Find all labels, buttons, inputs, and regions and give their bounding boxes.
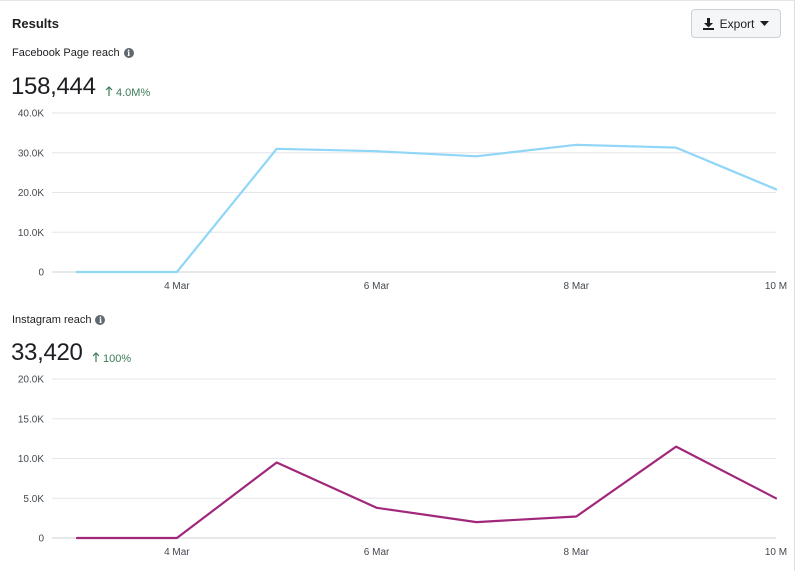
arrow-up-icon	[105, 86, 113, 99]
instagram-reach-series-line	[75, 445, 778, 540]
facebook-reach-change-value: 4.0M%	[116, 86, 151, 99]
facebook-reach-x-tick-label: 4 Mar	[164, 281, 190, 292]
facebook-reach-data-point[interactable]	[373, 147, 381, 155]
instagram-reach-data-point[interactable]	[273, 458, 281, 466]
instagram-reach-x-tick-label: 6 Mar	[364, 547, 390, 558]
facebook-reach-data-point[interactable]	[273, 145, 281, 153]
instagram-reach-data-point[interactable]	[373, 504, 381, 512]
facebook-reach-series-line	[75, 143, 778, 274]
download-icon	[702, 17, 714, 30]
instagram-reach-y-tick-label: 15.0K	[18, 414, 44, 425]
instagram-reach-change: 100%	[92, 352, 131, 365]
instagram-reach-title-text: Instagram reach	[12, 314, 92, 326]
instagram-reach-change-value: 100%	[103, 352, 132, 365]
facebook-reach-data-point[interactable]	[73, 268, 81, 276]
instagram-reach-total: 33,420	[11, 339, 83, 366]
instagram-reach-x-tick-label: 10 M	[765, 547, 787, 558]
instagram-reach-x-tick-label: 4 Mar	[164, 547, 190, 558]
facebook-reach-data-point[interactable]	[173, 268, 181, 276]
facebook-reach-total: 158,444	[11, 73, 96, 100]
facebook-reach-chart: 0 10.0K 20.0K 30.0K 40.0K 4 Mar 6 Mar 8 Mar 10 M	[18, 109, 787, 293]
results-title: Results	[12, 16, 59, 31]
export-button[interactable]: Export	[691, 9, 781, 38]
facebook-reach-title-text: Facebook Page reach	[12, 47, 120, 59]
instagram-reach-data-point[interactable]	[173, 534, 181, 542]
instagram-reach-data-point[interactable]	[772, 494, 780, 502]
instagram-reach-y-tick-label: 5.0K	[23, 494, 44, 505]
instagram-reach-data-point[interactable]	[472, 518, 480, 526]
facebook-reach-data-point[interactable]	[772, 185, 780, 193]
instagram-reach-x-tick-label: 8 Mar	[564, 547, 590, 558]
facebook-reach-y-tick-label: 0	[38, 268, 44, 279]
facebook-reach-x-tick-label: 10 M	[765, 281, 787, 292]
facebook-reach-title: Facebook Page reach i	[12, 47, 134, 59]
instagram-reach-data-point[interactable]	[73, 534, 81, 542]
instagram-reach-data-point[interactable]	[572, 513, 580, 521]
instagram-reach-data-point[interactable]	[672, 443, 680, 451]
instagram-reach-title: Instagram reach i	[12, 314, 106, 326]
caret-down-icon	[760, 20, 770, 27]
instagram-reach-y-tick-label: 20.0K	[18, 375, 44, 386]
arrow-up-icon	[92, 352, 100, 365]
facebook-reach-data-point[interactable]	[572, 141, 580, 149]
info-icon[interactable]: i	[123, 48, 134, 58]
facebook-reach-change: 4.0M%	[105, 86, 150, 99]
facebook-reach-x-tick-label: 8 Mar	[564, 281, 590, 292]
facebook-reach-y-tick-label: 40.0K	[18, 109, 44, 120]
instagram-reach-y-tick-label: 10.0K	[18, 454, 44, 465]
facebook-reach-x-tick-label: 6 Mar	[364, 281, 390, 292]
facebook-reach-y-tick-label: 20.0K	[18, 188, 44, 199]
info-icon[interactable]: i	[95, 315, 106, 325]
instagram-reach-y-tick-label: 0	[38, 534, 44, 545]
instagram-reach-chart: 0 5.0K 10.0K 15.0K 20.0K 4 Mar 6 Mar 8 Mar 10 M	[18, 375, 787, 559]
facebook-reach-y-tick-label: 30.0K	[18, 148, 44, 159]
facebook-reach-data-point[interactable]	[672, 144, 680, 152]
facebook-reach-data-point[interactable]	[472, 152, 480, 160]
facebook-reach-y-tick-label: 10.0K	[18, 228, 44, 239]
export-label: Export	[719, 16, 755, 31]
